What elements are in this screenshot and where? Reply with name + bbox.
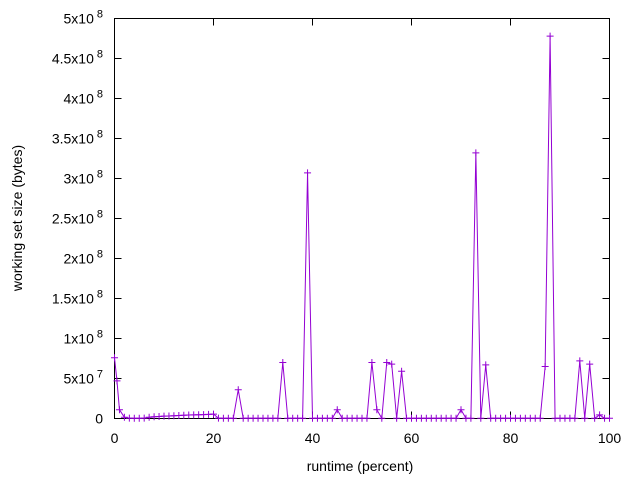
data-point — [388, 360, 396, 368]
y-tick-label: 4x10 8 — [64, 89, 103, 107]
data-point — [398, 367, 406, 375]
data-point — [586, 360, 594, 368]
data-point — [467, 414, 475, 422]
y-tick-label: 0 — [95, 411, 103, 427]
data-point — [229, 414, 237, 422]
data-point — [363, 414, 371, 422]
x-tick-label: 40 — [305, 430, 321, 446]
data-point — [304, 169, 312, 177]
data-point — [333, 406, 341, 414]
y-axis-label: working set size (bytes) — [9, 145, 25, 292]
data-point — [328, 414, 336, 422]
data-point — [383, 359, 391, 366]
data-point — [581, 414, 589, 422]
y-tick-label: 4.5x10 8 — [52, 49, 103, 67]
series-line — [114, 36, 610, 420]
data-point — [115, 406, 123, 414]
data-point — [299, 414, 307, 422]
y-tick-label: 3x10 8 — [64, 169, 103, 187]
x-tick-label: 100 — [598, 430, 622, 446]
x-tick-label: 0 — [111, 430, 119, 446]
data-point — [274, 414, 282, 422]
plot-frame — [114, 18, 610, 419]
data-point — [393, 414, 401, 422]
x-axis-label: runtime (percent) — [307, 458, 414, 474]
x-tick-label: 20 — [206, 430, 222, 446]
x-tick-label: 60 — [404, 430, 420, 446]
y-tick-label: 5x10 7 — [64, 369, 103, 387]
data-point — [120, 413, 128, 421]
data-point — [140, 414, 148, 422]
data-point — [571, 414, 579, 422]
data-point — [536, 414, 544, 422]
y-tick-label: 2.5x10 8 — [52, 209, 103, 227]
x-tick-label: 80 — [503, 430, 519, 446]
data-point — [472, 149, 480, 157]
data-point — [373, 406, 381, 414]
data-point — [279, 359, 287, 366]
y-tick-label: 1x10 8 — [64, 329, 103, 347]
data-point — [111, 354, 118, 362]
data-point — [145, 413, 153, 421]
data-point — [606, 414, 613, 422]
data-point — [591, 414, 599, 422]
data-point — [452, 414, 460, 422]
data-point — [541, 363, 549, 370]
data-point — [210, 410, 217, 418]
data-point — [596, 411, 604, 419]
y-tick-label: 5x10 8 — [64, 9, 103, 27]
data-point — [482, 361, 490, 369]
data-point — [477, 414, 485, 422]
data-point — [234, 386, 242, 394]
data-point — [546, 32, 554, 40]
y-tick-label: 1.5x10 8 — [52, 289, 103, 307]
y-tick-label: 3.5x10 8 — [52, 129, 103, 147]
data-point — [457, 406, 465, 414]
data-point — [378, 414, 386, 422]
data-point — [368, 359, 376, 366]
data-point — [113, 377, 121, 385]
y-tick-label: 2x10 8 — [64, 249, 103, 267]
data-point — [576, 357, 584, 365]
